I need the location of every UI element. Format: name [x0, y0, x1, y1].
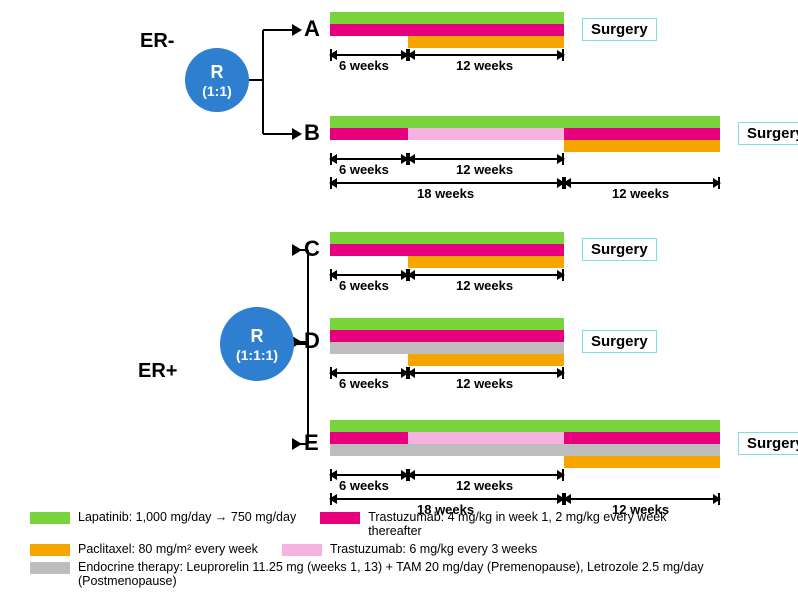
timeline-label: 18 weeks [417, 502, 474, 517]
legend-item-lapatinib: Lapatinib: 1,000 mg/day → 750 mg/day [30, 510, 296, 538]
arm-label-A: A [304, 16, 320, 42]
timeline-label: 18 weeks [417, 186, 474, 201]
bar-E-paclitaxel [564, 456, 720, 468]
timeline-label: 12 weeks [456, 162, 513, 177]
timeline-label: 12 weeks [612, 186, 669, 201]
timeline-seg [564, 498, 720, 500]
legend-text: Paclitaxel: 80 mg/m² every week [78, 542, 258, 556]
timeline-label: 6 weeks [339, 376, 389, 391]
rand-ratio: (1:1:1) [236, 347, 278, 363]
surgery-label-A: Surgery [582, 18, 657, 41]
timeline-label: 12 weeks [456, 478, 513, 493]
trial-schema-diagram: Lapatinib: 1,000 mg/day → 750 mg/day Tras… [0, 0, 798, 581]
rand-ratio: (1:1) [202, 83, 232, 99]
arm-label-D: D [304, 328, 320, 354]
er-label-neg: ER- [140, 30, 174, 53]
timeline-label: 12 weeks [456, 278, 513, 293]
timeline-label: 12 weeks [456, 376, 513, 391]
legend-item-trastuzumab_3wk: Trastuzumab: 6 mg/kg every 3 weeks [282, 542, 537, 556]
timeline-seg [408, 54, 564, 56]
surgery-label-E: Surgery [738, 432, 798, 455]
timeline-seg [564, 182, 720, 184]
legend-item-endocrine: Endocrine therapy: Leuprorelin 11.25 mg … [30, 560, 746, 588]
timeline-label: 6 weeks [339, 478, 389, 493]
bar-E-trastuzumab_weekly [564, 432, 720, 444]
bar-A-trastuzumab_weekly [330, 24, 564, 36]
surgery-label-D: Surgery [582, 330, 657, 353]
bar-D-trastuzumab_weekly [330, 330, 564, 342]
legend-swatch [30, 544, 70, 556]
randomization-node-pos: R(1:1:1) [220, 307, 294, 381]
timeline-seg [330, 372, 408, 374]
bar-B-trastuzumab_weekly [330, 128, 408, 140]
arm-label-C: C [304, 236, 320, 262]
bar-C-paclitaxel [408, 256, 564, 268]
surgery-label-C: Surgery [582, 238, 657, 261]
legend-item-paclitaxel: Paclitaxel: 80 mg/m² every week [30, 542, 258, 556]
bar-D-lapatinib [330, 318, 564, 330]
legend-swatch [30, 562, 70, 574]
timeline-label: 6 weeks [339, 58, 389, 73]
bar-E-lapatinib [330, 420, 720, 432]
arm-label-E: E [304, 430, 319, 456]
legend-swatch [320, 512, 360, 524]
bar-C-lapatinib [330, 232, 564, 244]
timeline-seg [330, 498, 564, 500]
bar-D-paclitaxel [408, 354, 564, 366]
timeline-seg [408, 372, 564, 374]
timeline-seg [330, 54, 408, 56]
legend: Lapatinib: 1,000 mg/day → 750 mg/day Tras… [30, 510, 770, 592]
bar-E-trastuzumab_weekly [330, 432, 408, 444]
legend-text: Lapatinib: 1,000 mg/day → 750 mg/day [78, 510, 296, 524]
bar-A-paclitaxel [408, 36, 564, 48]
bar-B-trastuzumab_weekly [564, 128, 720, 140]
bar-A-lapatinib [330, 12, 564, 24]
connector-lines [0, 0, 798, 581]
rand-letter: R [251, 326, 264, 347]
timeline-seg [330, 182, 564, 184]
timeline-label: 6 weeks [339, 278, 389, 293]
rand-letter: R [211, 62, 224, 83]
arm-label-B: B [304, 120, 320, 146]
timeline-seg [408, 474, 564, 476]
timeline-seg [330, 274, 408, 276]
timeline-seg [330, 474, 408, 476]
surgery-label-B: Surgery [738, 122, 798, 145]
legend-swatch [30, 512, 70, 524]
timeline-label: 12 weeks [456, 58, 513, 73]
bar-B-trastuzumab_3wk [408, 128, 564, 140]
timeline-label: 12 weeks [612, 502, 669, 517]
bar-C-trastuzumab_weekly [330, 244, 564, 256]
bar-E-endocrine [330, 444, 720, 456]
legend-text: Endocrine therapy: Leuprorelin 11.25 mg … [78, 560, 746, 588]
timeline-seg [408, 158, 564, 160]
legend-swatch [282, 544, 322, 556]
er-label-pos: ER+ [138, 360, 177, 383]
legend-text: Trastuzumab: 6 mg/kg every 3 weeks [330, 542, 537, 556]
randomization-node-neg: R(1:1) [185, 48, 249, 112]
bar-E-trastuzumab_3wk [408, 432, 564, 444]
timeline-label: 6 weeks [339, 162, 389, 177]
timeline-seg [330, 158, 408, 160]
bar-B-lapatinib [330, 116, 720, 128]
timeline-seg [408, 274, 564, 276]
bar-B-paclitaxel [564, 140, 720, 152]
bar-D-endocrine [330, 342, 564, 354]
